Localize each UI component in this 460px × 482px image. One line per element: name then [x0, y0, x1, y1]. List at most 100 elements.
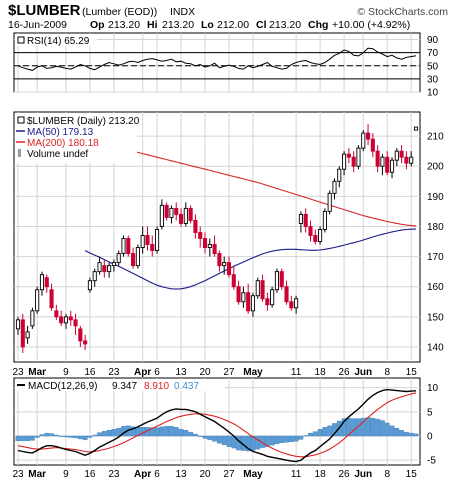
header-op-label: Op — [90, 19, 105, 31]
candle-body-up — [332, 180, 337, 194]
macd-histogram-bar — [408, 432, 414, 437]
candle — [92, 268, 97, 287]
candle-body-up — [241, 292, 246, 303]
macd-histogram-bar — [58, 435, 64, 437]
y-tick-label: 50 — [427, 61, 439, 72]
candle-body-up — [342, 153, 347, 170]
candle — [413, 126, 419, 131]
macd-histogram-bar — [101, 430, 107, 437]
candle-body-up — [318, 229, 323, 242]
header-cl-label: Cl — [256, 19, 267, 31]
macd-histogram-bar — [327, 425, 333, 437]
candle-body-down — [375, 150, 380, 167]
candle — [241, 286, 246, 308]
header-chg-label: Chg — [308, 19, 328, 31]
candle — [145, 226, 150, 251]
candle — [150, 235, 155, 257]
x-tick-label: Jun — [354, 469, 372, 480]
candle-body-up — [394, 150, 399, 161]
candle — [169, 205, 174, 224]
macd-histogram-bar — [308, 432, 313, 437]
candle-body-up — [270, 289, 275, 306]
candle-body-up — [140, 235, 145, 248]
macd-histogram-bar — [49, 433, 54, 437]
x-tick-label: 23 — [12, 367, 24, 378]
candle — [404, 151, 409, 170]
candle-body-up — [389, 159, 395, 173]
macd-histogram-bar — [77, 435, 83, 440]
candle-body-down — [231, 274, 236, 288]
candle-body-up — [337, 168, 342, 182]
candle — [30, 307, 35, 329]
candle — [250, 292, 256, 317]
candle — [284, 280, 289, 305]
ma50-line — [84, 228, 417, 290]
macd-histogram-bar — [245, 435, 251, 452]
candle-body-up — [207, 244, 212, 248]
macd-histogram-bar — [322, 427, 328, 437]
candle-body-down — [346, 153, 351, 158]
price-legend-candle: $LUMBER (Daily) 213.20 — [27, 116, 140, 127]
macd-histogram-bar — [351, 418, 357, 437]
x-tick-label: 11 — [291, 367, 302, 378]
candle — [394, 148, 399, 167]
macd-histogram-bar — [20, 435, 26, 442]
x-tick-label: 6 — [154, 469, 160, 480]
x-tick-label: May — [243, 469, 263, 480]
header-op: 213.20 — [108, 19, 140, 31]
candle — [140, 226, 145, 254]
macd-histogram-bar — [360, 417, 366, 437]
y-tick-label: 160 — [427, 282, 444, 293]
x-axis-macd: 23 Mar 9 16 23 Apr 6 13 20 27 May 11 18 26 Jun 8 15 — [12, 469, 417, 480]
macd-legend-bg — [15, 379, 225, 391]
candle — [342, 151, 347, 176]
candle-body-down — [246, 292, 251, 312]
candle — [59, 310, 64, 326]
candle-body-up — [35, 289, 40, 312]
macd-histogram-bar — [140, 427, 146, 437]
candle — [265, 292, 270, 311]
candle-body-up — [30, 310, 35, 327]
rsi-legend-bg — [15, 34, 97, 46]
header-symbol: $LUMBER — [8, 2, 81, 19]
macd-histogram-bar — [169, 426, 174, 437]
candle — [409, 151, 414, 167]
candle — [178, 208, 184, 227]
macd-histogram-bar — [293, 435, 299, 442]
candle — [116, 250, 121, 266]
y-tick-label: 10 — [427, 88, 439, 99]
candle-body-up — [183, 207, 188, 224]
candle — [25, 325, 30, 344]
candle — [68, 310, 73, 326]
y-tick-label: 190 — [427, 192, 444, 203]
macd-histogram-bar — [116, 428, 122, 437]
candle — [217, 250, 222, 272]
candle-body-down — [265, 298, 270, 306]
candle-body-up — [111, 262, 116, 267]
candle-body-up — [92, 271, 97, 282]
candle — [111, 259, 116, 272]
candle — [246, 283, 251, 314]
candle-body-up — [39, 274, 45, 291]
candle — [274, 268, 279, 293]
macd-histogram-bar — [73, 435, 78, 439]
candle — [159, 199, 164, 230]
candle-body-up — [222, 262, 227, 267]
macd-histogram-bar — [303, 435, 309, 437]
candle — [193, 214, 198, 239]
candle-body-down — [78, 328, 83, 342]
candle — [222, 256, 227, 275]
header-date: 16-Jun-2009 — [8, 19, 67, 31]
candle — [389, 157, 395, 179]
candle — [270, 286, 275, 308]
candle — [332, 178, 337, 200]
candle-body-up — [413, 126, 419, 131]
candle-body-up — [97, 262, 102, 273]
macd-histogram-bar — [284, 435, 289, 443]
candle — [20, 313, 25, 353]
x-tick-label: 23 — [108, 469, 120, 480]
y-tick-label: 180 — [427, 222, 444, 233]
macd-histogram-bar — [332, 423, 337, 437]
macd-histogram-bar — [236, 435, 241, 451]
macd-legend-histogram: 0.437 — [174, 381, 199, 392]
